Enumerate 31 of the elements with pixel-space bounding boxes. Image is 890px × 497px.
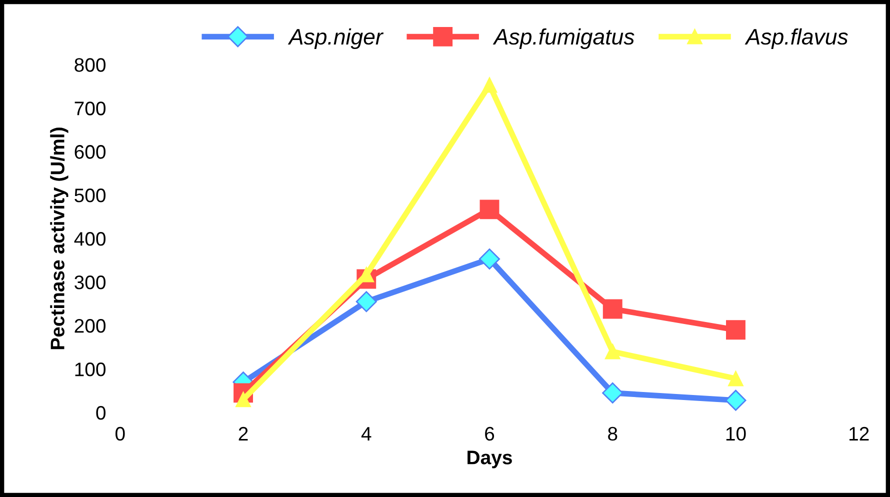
y-tick-label: 600 <box>74 145 106 159</box>
point <box>602 299 622 319</box>
x-tick-label: 4 <box>361 427 372 440</box>
legend-label: Asp.fumigatus <box>492 28 634 50</box>
x-tick-label: 10 <box>726 426 746 441</box>
y-tick-label: 200 <box>74 319 106 333</box>
y-tick-label: 500 <box>74 188 106 202</box>
x-tick-label: 2 <box>238 426 248 440</box>
legend-label: Asp.niger <box>288 28 384 50</box>
x-tick-label: 12 <box>850 426 869 440</box>
x-tick-label: 0 <box>116 426 125 441</box>
x-tick-label: 8 <box>608 426 618 441</box>
point <box>356 291 377 312</box>
y-tick-label: 700 <box>74 102 106 116</box>
point <box>480 200 500 220</box>
point <box>726 320 746 340</box>
point <box>725 390 746 411</box>
point <box>482 77 498 93</box>
legend-label: Asp.flavus <box>744 28 848 50</box>
y-tick-label: 300 <box>74 276 106 290</box>
y-tick-label: 400 <box>74 232 106 246</box>
point <box>478 248 500 270</box>
y-axis-title: Pectinase activity (U/ml) <box>50 128 68 350</box>
y-tick-label: 0 <box>96 406 106 420</box>
point <box>728 370 744 386</box>
x-tick-label: 6 <box>485 426 494 441</box>
x-axis-title: Days <box>468 450 512 468</box>
y-tick-label: 800 <box>74 58 106 72</box>
y-tick-label: 100 <box>75 362 106 376</box>
point <box>602 382 624 404</box>
point <box>604 344 620 360</box>
